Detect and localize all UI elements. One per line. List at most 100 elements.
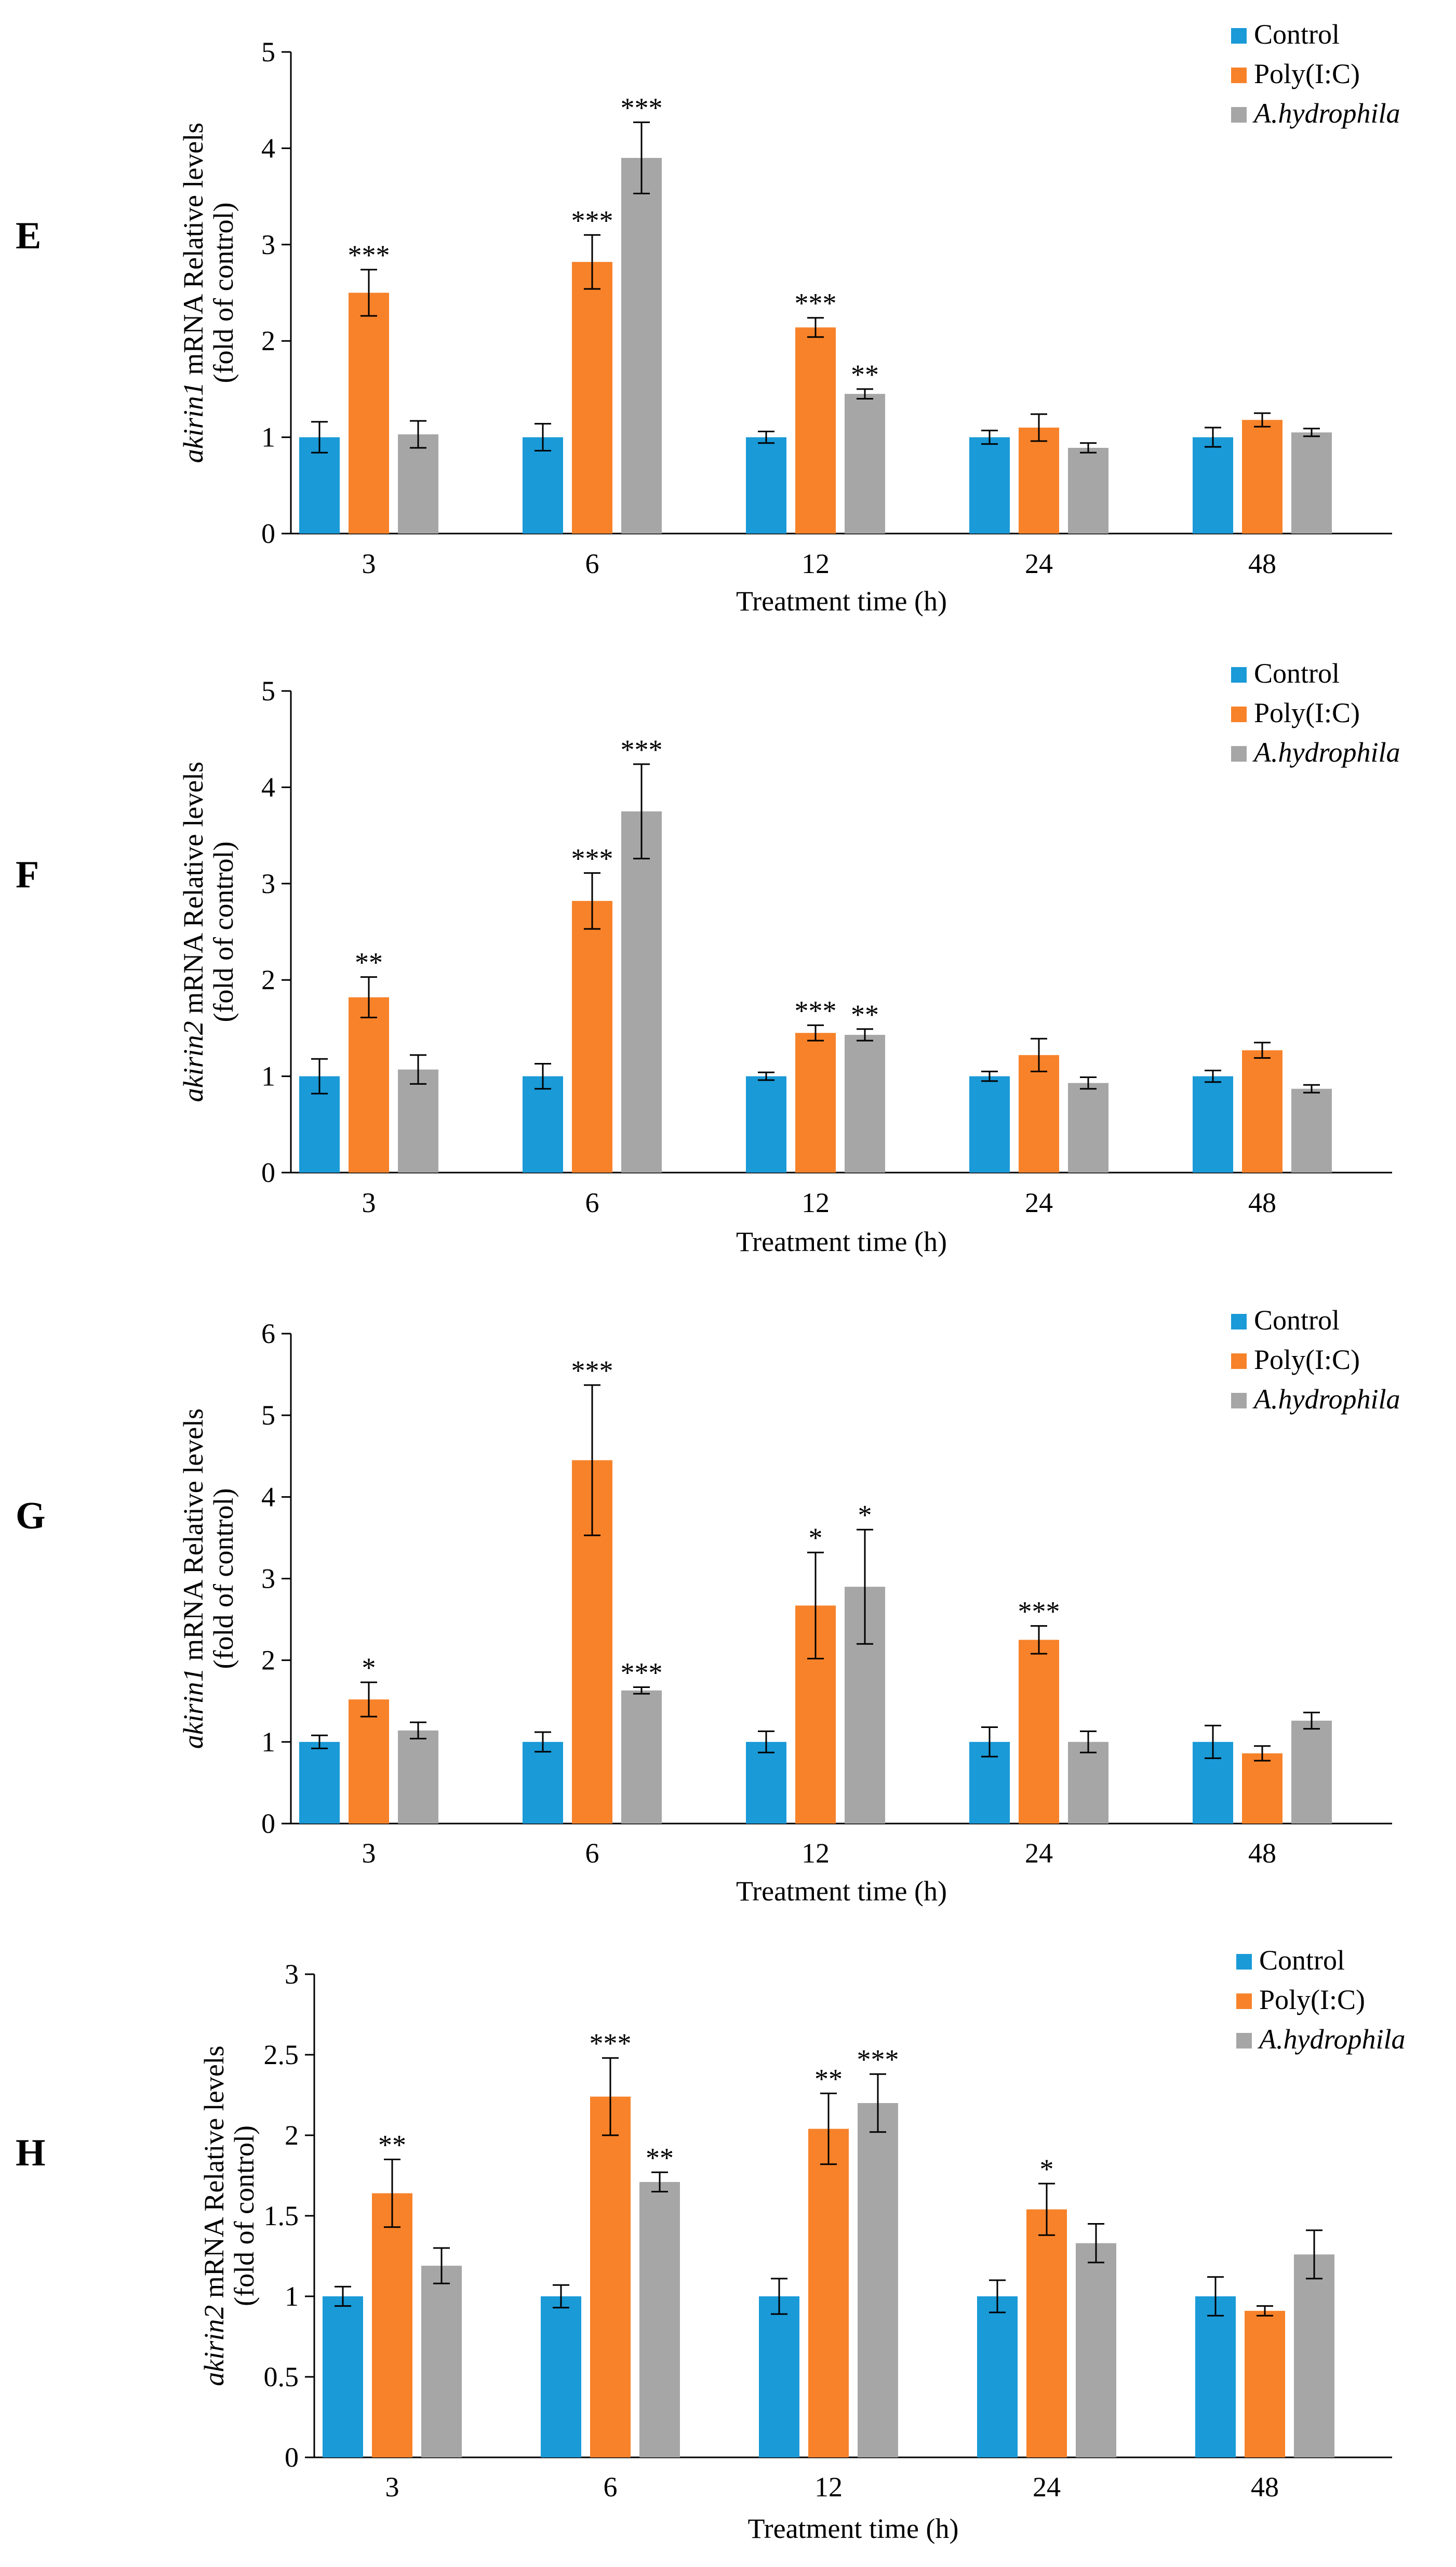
bar-control — [299, 1741, 340, 1824]
legend-swatch — [1231, 707, 1247, 722]
legend-swatch — [1231, 667, 1247, 683]
bar-control — [1195, 2296, 1236, 2457]
bar-poly-i-c- — [572, 901, 612, 1173]
bar-poly-i-c- — [572, 262, 612, 534]
bar-a-hydrophila — [1068, 447, 1108, 534]
chart-panel-H: H 0 0.5 1 1.5 2 2.5 3 akirin2 mRNA Relative leve… — [16, 1945, 1405, 2544]
y-axis-title-text: mRNA Relative levels — [198, 2045, 230, 2305]
bar-a-hydrophila — [398, 1730, 438, 1824]
y-axis-title-line2: (fold of control) — [229, 2125, 260, 2306]
y-axis-title-gene: akirin1 — [178, 382, 209, 463]
x-tick-label: 48 — [1251, 2471, 1279, 2503]
bar-a-hydrophila — [1291, 1720, 1332, 1824]
significance-label: *** — [348, 240, 390, 271]
x-tick-label: 6 — [585, 548, 599, 579]
x-tick-label: 3 — [362, 1838, 376, 1869]
y-tick-label: 0 — [261, 1808, 275, 1839]
legend-label: Poly(I:C) — [1254, 697, 1360, 728]
y-axis-title: akirin2 mRNA Relative levels — [198, 2045, 230, 2386]
significance-label: *** — [571, 1355, 613, 1386]
bar-control — [746, 1741, 786, 1824]
bar-poly-i-c- — [349, 1699, 389, 1824]
significance-label: ** — [814, 2063, 843, 2094]
legend-swatch — [1231, 1314, 1247, 1329]
y-tick-label: 5 — [261, 675, 275, 707]
legend-swatch — [1231, 28, 1247, 44]
significance-label: * — [809, 1522, 823, 1553]
bar-control — [541, 2296, 581, 2457]
y-tick-label: 0 — [285, 2442, 299, 2473]
bar-a-hydrophila — [1291, 1088, 1332, 1173]
bar-poly-i-c- — [1019, 1640, 1059, 1824]
bar-a-hydrophila — [621, 1690, 662, 1824]
y-tick-label: 0 — [261, 1157, 275, 1188]
legend-label: Control — [1254, 1305, 1340, 1336]
y-tick-label: 4 — [261, 772, 275, 803]
y-tick-label: 2.5 — [264, 2039, 299, 2070]
bar-a-hydrophila — [1076, 2243, 1116, 2457]
x-tick-label: 12 — [802, 548, 830, 579]
significance-label: * — [1040, 2153, 1054, 2185]
x-tick-label: 48 — [1248, 1838, 1276, 1869]
bar-a-hydrophila — [1068, 1741, 1108, 1824]
y-tick-label: 2 — [261, 1645, 275, 1676]
significance-label: * — [858, 1499, 872, 1531]
x-tick-label: 24 — [1025, 1838, 1053, 1869]
x-tick-label: 12 — [802, 1187, 830, 1218]
bar-control — [1193, 1076, 1233, 1173]
y-axis-title-line2: (fold of control) — [208, 1488, 239, 1669]
legend-label: Poly(I:C) — [1259, 1984, 1365, 2015]
significance-label: *** — [571, 843, 613, 874]
bar-a-hydrophila — [398, 434, 438, 534]
x-tick-label: 48 — [1248, 1187, 1276, 1218]
y-tick-label: 0 — [261, 518, 275, 549]
bar-a-hydrophila — [845, 1034, 885, 1173]
legend-swatch — [1236, 1993, 1252, 2009]
legend-label: A.hydrophila — [1252, 1384, 1400, 1415]
y-tick-label: 1 — [285, 2281, 299, 2312]
bar-poly-i-c- — [808, 2129, 849, 2457]
significance-label: *** — [571, 205, 613, 236]
bar-control — [977, 2296, 1018, 2457]
bar-a-hydrophila — [1068, 1083, 1108, 1173]
bar-control — [759, 2296, 799, 2457]
bar-a-hydrophila — [421, 2266, 462, 2457]
bar-poly-i-c- — [1019, 1055, 1059, 1173]
y-tick-label: 5 — [261, 1400, 275, 1431]
bar-control — [746, 437, 786, 534]
bar-poly-i-c- — [795, 1033, 836, 1173]
x-axis-title: Treatment time (h) — [736, 1226, 947, 1257]
legend-label: Control — [1254, 19, 1340, 50]
panel-label: F — [16, 854, 39, 896]
x-axis-title: Treatment time (h) — [748, 2513, 959, 2544]
bar-poly-i-c- — [590, 2096, 631, 2457]
y-axis-title: akirin1 mRNA Relative levels — [178, 1408, 209, 1749]
y-axis-title-text: mRNA Relative levels — [178, 1408, 209, 1668]
x-tick-label: 3 — [362, 548, 376, 579]
y-tick-label: 6 — [261, 1318, 275, 1349]
bar-a-hydrophila — [845, 394, 885, 534]
y-tick-label: 2 — [261, 325, 275, 356]
legend-swatch — [1231, 107, 1247, 123]
significance-label: *** — [621, 734, 663, 765]
y-tick-label: 1 — [261, 1726, 275, 1758]
panel-label: E — [16, 215, 41, 257]
legend-label: A.hydrophila — [1258, 2024, 1405, 2055]
x-axis-title: Treatment time (h) — [736, 1876, 947, 1907]
bar-poly-i-c- — [1242, 1050, 1283, 1173]
bar-control — [323, 2296, 363, 2457]
bar-poly-i-c- — [372, 2193, 412, 2457]
legend-swatch — [1231, 746, 1247, 762]
bar-poly-i-c- — [1242, 420, 1283, 534]
legend-swatch — [1231, 68, 1247, 83]
panel-label: G — [16, 1495, 46, 1537]
significance-label: *** — [621, 1657, 663, 1688]
y-tick-label: 1.5 — [264, 2200, 299, 2231]
x-tick-label: 3 — [385, 2471, 399, 2503]
significance-label: * — [362, 1652, 376, 1683]
y-axis-title-gene: akirin2 — [198, 2305, 230, 2386]
x-tick-label: 24 — [1033, 2471, 1061, 2503]
